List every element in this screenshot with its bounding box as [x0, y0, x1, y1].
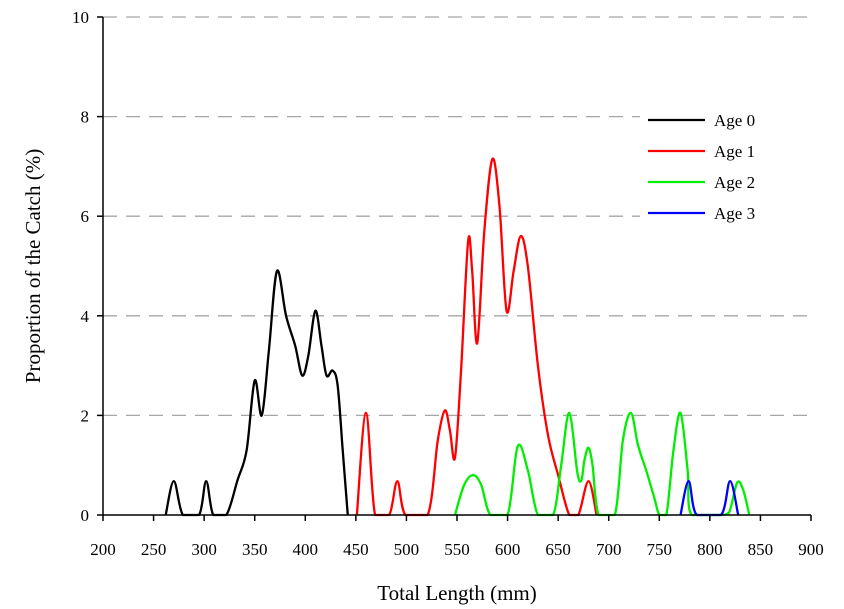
y-tick-label: 10	[72, 8, 89, 27]
y-tick-label: 4	[81, 307, 90, 326]
axes: 0 2 4 6 8 10 200 250 300 350 400 450 500 550 600 650 700…	[72, 8, 824, 559]
x-tick-label: 200	[90, 540, 116, 559]
x-tick-label: 650	[545, 540, 571, 559]
legend-bg	[640, 171, 810, 193]
series-line-age-0	[164, 269, 349, 517]
x-tick-label: 700	[596, 540, 622, 559]
x-tick-label: 450	[343, 540, 369, 559]
legend-bg	[640, 202, 810, 224]
x-tick-label: 800	[697, 540, 723, 559]
legend-bg	[640, 109, 810, 131]
y-tick-label: 6	[81, 207, 90, 226]
series-line-age-1	[355, 157, 598, 517]
legend-label: Age 1	[714, 142, 755, 161]
x-tick-label: 350	[242, 540, 268, 559]
x-tick-label: 750	[647, 540, 673, 559]
y-axis-label: Proportion of the Catch (%)	[21, 149, 45, 383]
x-tick-label: 900	[798, 540, 824, 559]
legend-bg	[640, 140, 810, 162]
series-line-age-2	[453, 411, 751, 517]
legend-label: Age 2	[714, 173, 755, 192]
gridlines	[103, 16, 811, 417]
y-tick-label: 8	[81, 108, 90, 127]
x-tick-label: 500	[394, 540, 420, 559]
x-tick-label: 300	[191, 540, 217, 559]
legend-label: Age 0	[714, 111, 755, 130]
y-tick-label: 0	[81, 506, 90, 525]
x-tick-label: 250	[141, 540, 167, 559]
x-axis-label: Total Length (mm)	[377, 581, 537, 605]
x-tick-label: 850	[748, 540, 774, 559]
legend-label: Age 3	[714, 204, 755, 223]
x-tick-label: 400	[293, 540, 319, 559]
x-tick-label: 550	[444, 540, 470, 559]
x-tick-label: 600	[495, 540, 521, 559]
legend: Age 0 Age 1 Age 2 Age 3	[640, 109, 810, 224]
y-tick-label: 2	[81, 406, 90, 425]
